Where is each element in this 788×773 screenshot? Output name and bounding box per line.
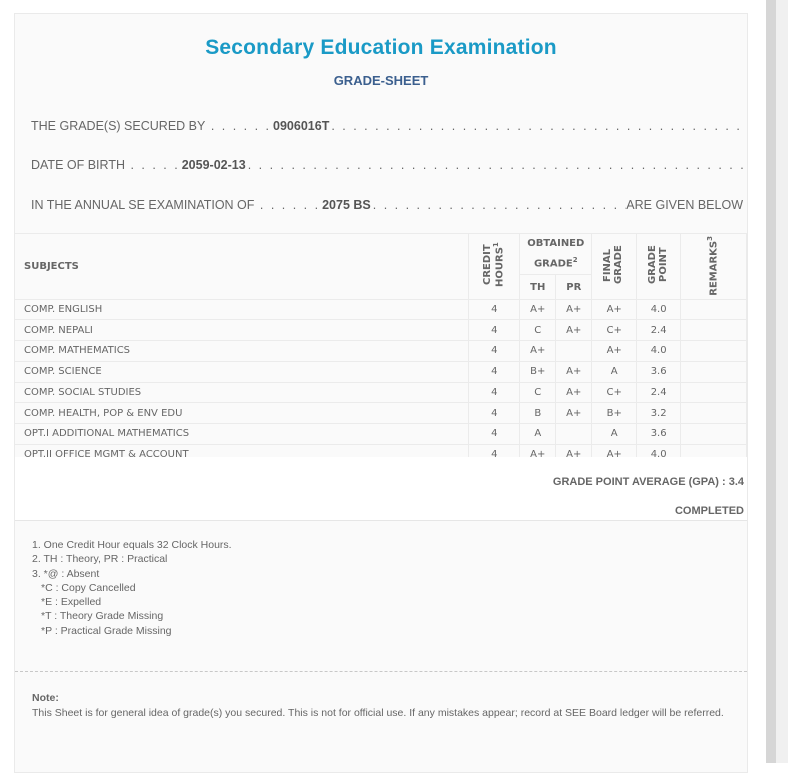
footnote: 3. *@ : Absent (32, 567, 100, 580)
cell-remarks (680, 422, 747, 445)
cell-th: B+ (519, 360, 557, 383)
grade-sheet-card: Secondary Education Examination GRADE-SH… (14, 13, 748, 773)
cell-th: A (519, 422, 557, 445)
scrollbar-track[interactable] (776, 0, 788, 763)
cell-credit: 4 (468, 381, 521, 404)
result-status: COMPLETED (674, 505, 744, 517)
table-row: COMP. SCIENCE 4 B+ A+ A 3.6 (15, 360, 747, 383)
cell-remarks (680, 298, 747, 321)
cell-point: 3.2 (636, 402, 682, 424)
cell-subject: COMP. NEPALI (15, 319, 470, 342)
cell-th: A+ (519, 298, 557, 321)
cell-credit: 4 (468, 402, 521, 424)
header-credit-hours: CREDIT HOURS1 (468, 233, 521, 300)
exam-suffix: ARE GIVEN BELOW (626, 198, 743, 212)
gpa: GRADE POINT AVERAGE (GPA) : 3.4 (552, 476, 744, 488)
cell-credit: 4 (468, 360, 521, 383)
cell-credit: 4 (468, 298, 521, 321)
cell-pr: A+ (555, 360, 593, 383)
header-grade-point: GRADE POINT (636, 233, 682, 300)
cell-remarks (680, 319, 747, 342)
cell-th: C (519, 381, 557, 404)
exam-year: 2075 BS (322, 198, 371, 212)
exam-line: IN THE ANNUAL SE EXAMINATION OF . . . . … (31, 198, 743, 212)
cell-th: B (519, 402, 557, 424)
cell-th: C (519, 319, 557, 342)
cell-remarks (680, 381, 747, 404)
cell-pr: A+ (555, 381, 593, 404)
cell-final: B+ (591, 402, 638, 424)
cell-remarks (680, 402, 747, 424)
header-remarks: REMARKS3 (680, 233, 747, 300)
dob-value: 2059-02-13 (181, 158, 246, 172)
cell-pr: A+ (555, 402, 593, 424)
cell-final: A+ (591, 298, 638, 321)
cell-subject: COMP. ENGLISH (15, 298, 470, 321)
table-row: OPT.I ADDITIONAL MATHEMATICS 4 A A 3.6 (15, 422, 747, 445)
header-subjects: SUBJECTS (15, 233, 470, 300)
footnotes: 1. One Credit Hour equals 32 Clock Hours… (32, 538, 232, 638)
cell-th: A+ (519, 340, 557, 362)
scrollbar[interactable] (766, 0, 776, 763)
footnote: *C : Copy Cancelled (41, 581, 136, 594)
cell-point: 3.6 (636, 422, 682, 445)
cell-point: 3.6 (636, 360, 682, 383)
footnote: *P : Practical Grade Missing (41, 624, 172, 637)
grades-table: SUBJECTS CREDIT HOURS1 OBTAINED GRADE2 F… (15, 232, 747, 466)
cell-final: A+ (591, 340, 638, 362)
table-row: COMP. SOCIAL STUDIES 4 C A+ C+ 2.4 (15, 381, 747, 404)
cell-credit: 4 (468, 422, 521, 445)
header-pr: PR (555, 274, 593, 300)
note-text: This Sheet is for general idea of grade(… (32, 707, 724, 719)
cell-point: 2.4 (636, 381, 682, 404)
cell-final: C+ (591, 319, 638, 342)
cell-subject: OPT.I ADDITIONAL MATHEMATICS (15, 422, 470, 445)
cell-pr: A+ (555, 298, 593, 321)
cell-final: A (591, 422, 638, 445)
cell-subject: COMP. HEALTH, POP & ENV EDU (15, 402, 470, 424)
footnote: *T : Theory Grade Missing (41, 610, 164, 623)
table-row: COMP. HEALTH, POP & ENV EDU 4 B A+ B+ 3.2 (15, 402, 747, 424)
cell-pr: A+ (555, 319, 593, 342)
exam-label: IN THE ANNUAL SE EXAMINATION OF (31, 198, 255, 212)
cell-credit: 4 (468, 319, 521, 342)
header-obtained-grade: OBTAINED GRADE2 (519, 232, 593, 276)
cell-subject: COMP. SOCIAL STUDIES (15, 381, 470, 404)
dob-label: DATE OF BIRTH (31, 158, 125, 172)
page-title: Secondary Education Examination (205, 36, 557, 59)
footnote: 2. TH : Theory, PR : Practical (32, 553, 168, 566)
cell-subject: COMP. SCIENCE (15, 360, 470, 383)
cell-subject: COMP. MATHEMATICS (15, 340, 470, 362)
secured-label: THE GRADE(S) SECURED BY (31, 119, 206, 133)
cell-point: 2.4 (636, 319, 682, 342)
header-final-grade: FINAL GRADE (591, 233, 638, 300)
header-th: TH (519, 274, 557, 300)
table-row: COMP. MATHEMATICS 4 A+ A+ 4.0 (15, 340, 747, 362)
cell-final: A (591, 360, 638, 383)
cell-point: 4.0 (636, 298, 682, 321)
cell-point: 4.0 (636, 340, 682, 362)
table-row: COMP. NEPALI 4 C A+ C+ 2.4 (15, 319, 747, 342)
footnote: 1. One Credit Hour equals 32 Clock Hours… (32, 539, 232, 551)
dob-line: DATE OF BIRTH . . . . . 2059-02-13 . . .… (31, 158, 743, 172)
cell-remarks (680, 360, 747, 383)
cell-pr (555, 340, 593, 362)
note-label: Note: (32, 692, 59, 704)
symbol-number: 0906016T (273, 119, 330, 133)
divider (15, 671, 747, 672)
page-subtitle: GRADE-SHEET (333, 73, 429, 88)
secured-by-line: THE GRADE(S) SECURED BY . . . . . . 0906… (31, 119, 743, 133)
footnote: *E : Expelled (41, 596, 102, 609)
result-summary: GRADE POINT AVERAGE (GPA) : 3.4 COMPLETE… (15, 457, 747, 521)
cell-final: C+ (591, 381, 638, 404)
cell-remarks (680, 340, 747, 362)
cell-credit: 4 (468, 340, 521, 362)
cell-pr (555, 422, 593, 445)
disclaimer-note: Note: This Sheet is for general idea of … (32, 691, 732, 721)
table-row: COMP. ENGLISH 4 A+ A+ A+ 4.0 (15, 298, 747, 321)
